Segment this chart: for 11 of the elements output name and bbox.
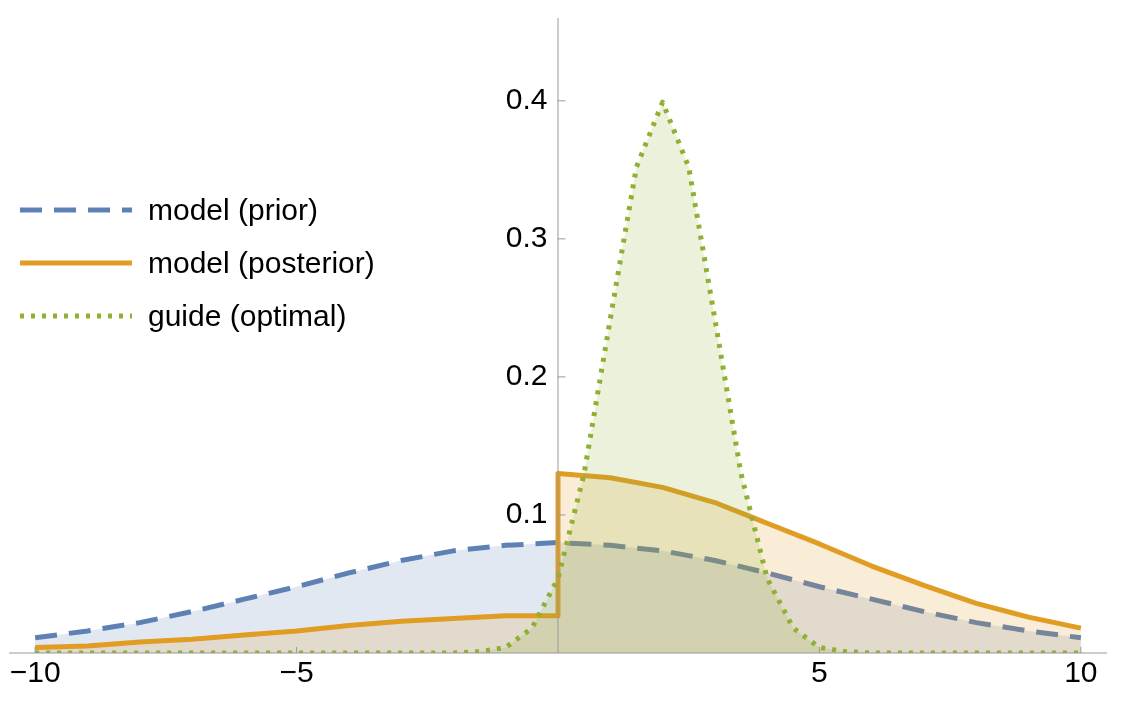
x-tick-label: −10: [9, 655, 61, 689]
x-tick-label: 10: [1064, 655, 1098, 689]
legend-label: guide (optimal): [148, 298, 347, 333]
x-tick-label: −5: [279, 655, 314, 689]
x-tick-label: 5: [811, 655, 828, 689]
y-tick-label: 0.3: [505, 219, 548, 253]
y-tick-label: 0.1: [505, 495, 548, 529]
y-tick-label: 0.2: [505, 357, 548, 391]
legend-label: model (prior): [148, 192, 319, 227]
legend-label: model (posterior): [148, 245, 375, 280]
y-tick-label: 0.4: [505, 81, 548, 115]
